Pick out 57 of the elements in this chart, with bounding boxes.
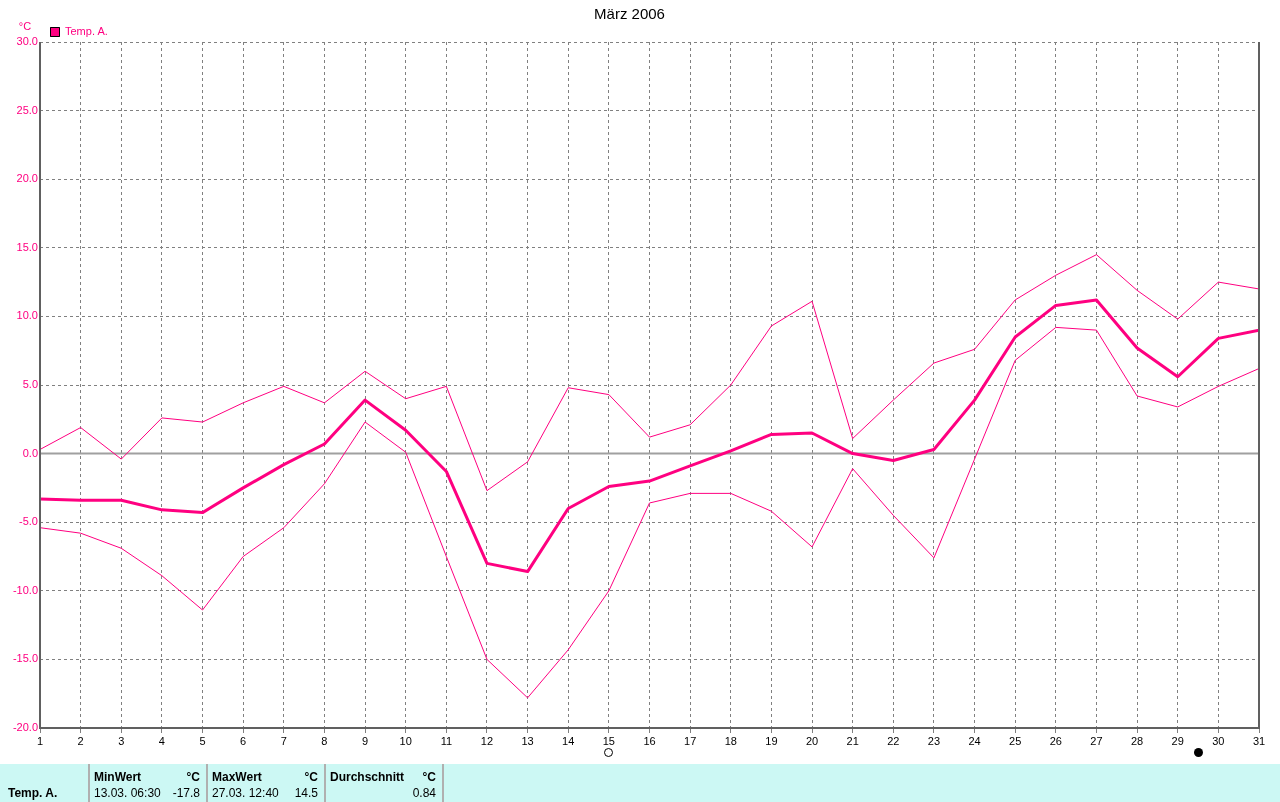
x-tick-label: 8 [321,734,328,747]
y-tick-label: 10.0 [16,309,38,322]
x-tick-label: 21 [846,734,859,747]
y-tick-label: 20.0 [16,172,38,185]
x-tick-label: 27 [1090,734,1103,747]
legend-label: Temp. A. [65,25,108,38]
x-tick-label: 14 [562,734,575,747]
x-tick-label: 2 [77,734,84,747]
chart-title: März 2006 [594,5,665,23]
x-tick-label: 10 [399,734,412,747]
x-tick-label: 31 [1252,734,1266,747]
x-tick-label: 28 [1130,734,1144,747]
x-tick-label: 11 [440,734,453,747]
x-tick-label: 3 [118,734,125,747]
x-tick-label: 26 [1049,734,1062,747]
text: Durchschnitt [330,770,405,784]
x-tick-label: 16 [643,734,656,747]
y-axis-title: °C [18,20,32,32]
x-tick-label: 20 [805,734,819,747]
y-tick-label: 0.0 [22,446,38,459]
x-tick-label: 7 [280,734,287,747]
y-tick-label: 15.0 [16,240,38,253]
x-tick-label: 23 [927,734,941,747]
y-tick-label: 25.0 [16,103,38,116]
x-tick-label: 22 [887,734,900,747]
text: -17.8 [172,786,200,800]
y-tick-label: 5.0 [22,378,38,391]
x-tick-label: 18 [724,734,737,747]
x-tick-label: 6 [240,734,247,747]
y-tick-label: -15.0 [12,652,38,665]
text: MinWert [94,770,142,784]
x-tick-label: 24 [968,734,981,747]
text: °C [186,770,200,784]
x-tick-label: 30 [1212,734,1225,747]
y-tick-label: 30.0 [16,35,38,48]
x-tick-label: 15 [602,734,615,747]
x-tick-label: 19 [765,734,778,747]
text: Temp. A. [8,786,58,800]
x-tick-label: 9 [362,734,369,747]
x-tick-label: 5 [199,734,206,747]
text: 14.5 [294,786,318,800]
x-tick-label: 4 [158,734,165,747]
text: MaxWert [212,770,262,784]
x-tick-label: 12 [480,734,494,747]
y-tick-label: -5.0 [19,515,38,528]
y-tick-label: -20.0 [12,721,38,734]
x-tick-label: 17 [684,734,697,747]
text: °C [422,770,436,784]
text: 27.03. 12:40 [212,786,279,800]
x-tick-label: 25 [1009,734,1022,747]
x-tick-label: 1 [36,734,44,747]
y-tick-label: -10.0 [12,583,38,596]
x-tick-label: 29 [1171,734,1184,747]
text: 13.03. 06:30 [94,786,161,800]
text: 0.84 [412,786,436,800]
x-tick-label: 13 [521,734,534,747]
text: °C [304,770,318,784]
